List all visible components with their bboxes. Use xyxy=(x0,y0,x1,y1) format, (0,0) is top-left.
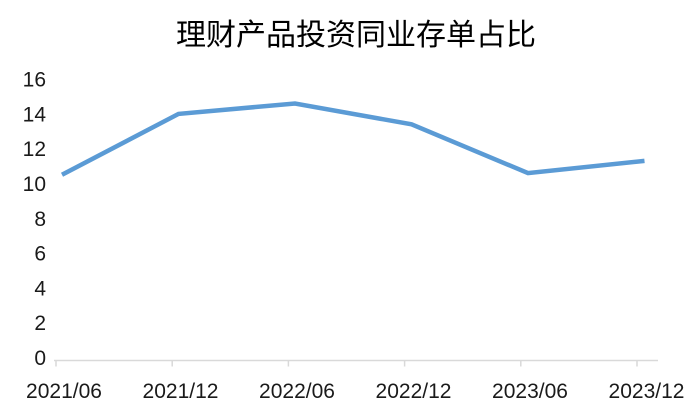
x-axis-tick-label: 2022/12 xyxy=(376,380,452,403)
y-axis-tick-label: 14 xyxy=(23,103,47,126)
y-axis-tick-label: 8 xyxy=(34,208,46,231)
y-axis-tick-label: 0 xyxy=(34,347,46,370)
x-axis-tick-label: 2021/12 xyxy=(143,380,219,403)
y-axis-tick-label: 4 xyxy=(34,277,46,300)
x-axis-tick-label: 2022/06 xyxy=(259,380,335,403)
y-axis-tick-label: 12 xyxy=(23,138,46,161)
y-axis-tick-label: 6 xyxy=(34,243,46,266)
x-axis-tick-label: 2023/12 xyxy=(609,380,685,403)
x-axis-tick-label: 2023/06 xyxy=(492,380,568,403)
y-axis-tick-label: 10 xyxy=(23,173,46,196)
y-axis-tick-label: 16 xyxy=(23,69,46,92)
x-axis-tick-label: 2021/06 xyxy=(26,380,102,403)
chart-title: 理财产品投资同业存单占比 xyxy=(176,18,536,53)
data-line-series xyxy=(60,101,645,177)
y-axis-tick-label: 2 xyxy=(34,312,46,335)
